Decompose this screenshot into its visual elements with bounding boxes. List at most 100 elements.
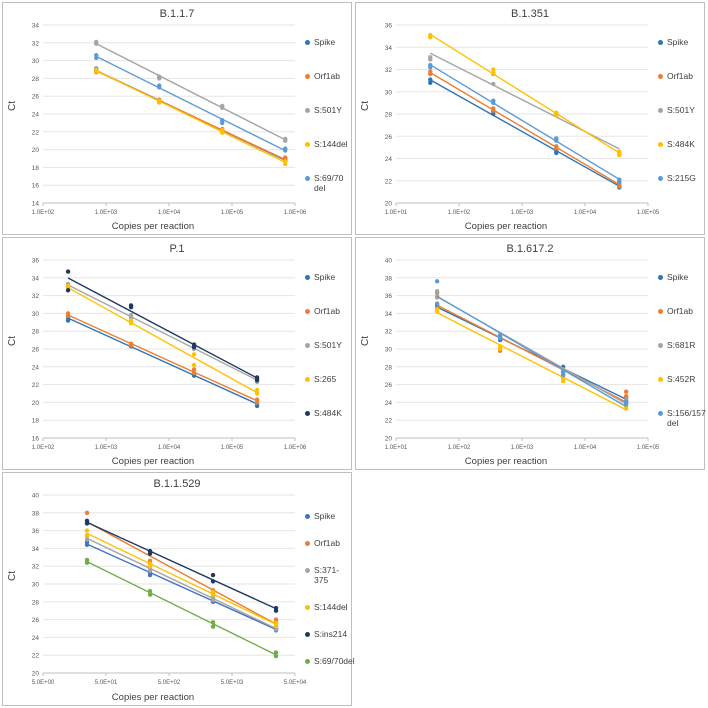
x-tick-label: 1.0E+02: [448, 210, 471, 216]
y-tick-label: 30: [32, 582, 40, 589]
y-tick-label: 40: [385, 258, 393, 265]
x-tick-label: 5.0E+03: [221, 680, 244, 686]
data-point: [254, 397, 260, 402]
legend-item: S:144del: [305, 602, 353, 612]
y-tick-label: 32: [32, 293, 40, 300]
x-tick-label: 1.0E+04: [574, 210, 597, 216]
y-tick-label: 32: [385, 329, 393, 336]
y-axis-label: Ct: [360, 101, 371, 111]
trendline: [429, 72, 620, 186]
data-point: [617, 149, 622, 155]
y-tick-label: 20: [32, 671, 40, 678]
legend-item: Spike: [658, 272, 706, 282]
data-point: [220, 103, 225, 109]
y-tick-label: 20: [32, 400, 40, 407]
data-point: [157, 83, 162, 88]
data-point: [94, 39, 99, 45]
legend-label: S:ins214: [314, 629, 348, 639]
data-point: [210, 624, 216, 629]
trendline: [95, 69, 286, 164]
legend-swatch: [305, 343, 310, 348]
data-point: [491, 81, 496, 87]
x-tick-label: 5.0E+04: [284, 680, 307, 686]
chart-plot: 20 22 24 26 28 30 32 34 36 38 40 5.0E+00 5.0E+01 5.0E…: [32, 493, 307, 687]
data-point: [84, 537, 90, 542]
legend-swatch: [305, 40, 310, 45]
legend-label: Orf1ab: [314, 71, 340, 81]
trendline: [95, 43, 286, 141]
data-point: [128, 312, 134, 318]
legend-swatch: [658, 74, 663, 79]
data-point: [210, 589, 216, 595]
x-tick-label: 1.0E+06: [284, 210, 307, 216]
legend-item: S:144del: [305, 139, 353, 149]
y-tick-label: 24: [32, 112, 40, 119]
data-point: [210, 579, 216, 584]
data-point: [428, 69, 433, 74]
trendline: [67, 277, 258, 379]
data-point: [491, 98, 496, 103]
data-point: [617, 152, 622, 158]
data-point: [554, 144, 559, 149]
y-tick-label: 20: [32, 147, 40, 154]
legend-item: S:452R: [658, 374, 706, 384]
legend-swatch: [305, 176, 310, 181]
data-point: [65, 311, 71, 316]
legend-label: Orf1ab: [314, 306, 340, 316]
y-tick-label: 34: [32, 546, 40, 553]
trendline: [429, 64, 620, 180]
data-point: [84, 557, 90, 563]
legend-item: Spike: [305, 272, 353, 282]
y-tick-label: 28: [32, 329, 40, 336]
data-point: [65, 283, 71, 289]
legend-label: S:144del: [314, 139, 348, 149]
data-point: [560, 376, 566, 381]
y-tick-label: 34: [385, 45, 393, 52]
x-tick-label: 1.0E+04: [574, 445, 597, 451]
legend-item: Orf1ab: [658, 71, 706, 81]
x-tick-label: 5.0E+00: [32, 680, 55, 686]
legend-swatch: [305, 309, 310, 314]
y-tick-label: 26: [385, 382, 393, 389]
data-point: [428, 80, 433, 86]
legend-label: S:501Y: [314, 340, 342, 350]
x-tick-label: 1.0E+03: [95, 210, 118, 216]
trendline: [86, 543, 277, 631]
legend-label: S:265: [314, 374, 337, 384]
data-point: [623, 393, 629, 399]
legend-swatch: [305, 275, 310, 280]
y-axis-label: Ct: [360, 336, 371, 346]
legend-swatch: [305, 411, 310, 416]
trendline: [436, 312, 627, 411]
legend-swatch: [658, 40, 663, 45]
chart-panel-p1: 16 18 20 22 24 26 28 30 32 34 36 1.0E+02 1.0E+03 1.0E…: [2, 237, 352, 470]
data-point: [497, 344, 503, 349]
legend-label: S:452R: [667, 374, 696, 384]
data-point: [497, 333, 503, 338]
chart-title: B.1.617.2: [506, 243, 554, 255]
legend-item: Spike: [658, 37, 706, 47]
legend-label: Spike: [314, 511, 336, 521]
data-point: [554, 136, 559, 141]
legend-swatch: [658, 275, 663, 280]
trendline: [86, 521, 277, 610]
x-tick-label: 1.0E+02: [32, 445, 55, 451]
data-point: [283, 146, 288, 151]
chart-title: B.1.1.529: [153, 478, 201, 490]
data-point: [434, 301, 440, 306]
x-tick-label: 1.0E+01: [385, 445, 408, 451]
y-tick-label: 28: [385, 112, 393, 119]
legend-swatch: [305, 568, 310, 573]
legend-swatch: [658, 309, 663, 314]
legend-swatch: [658, 176, 663, 181]
chart-panel-b16172: 20 22 24 26 28 30 32 34 36 38 40 1.0E+01 1.0E+02 1.0E…: [355, 237, 706, 470]
y-tick-label: 30: [32, 311, 40, 318]
y-tick-label: 24: [32, 635, 40, 642]
legend-label: Spike: [314, 37, 336, 47]
data-point: [147, 561, 153, 566]
x-tick-label: 1.0E+06: [284, 445, 307, 451]
y-tick-label: 30: [385, 89, 393, 96]
chart-plot: 16 18 20 22 24 26 28 30 32 34 36 1.0E+02 1.0E+03 1.0E…: [32, 258, 307, 452]
data-point: [84, 532, 90, 538]
data-point: [273, 650, 279, 655]
